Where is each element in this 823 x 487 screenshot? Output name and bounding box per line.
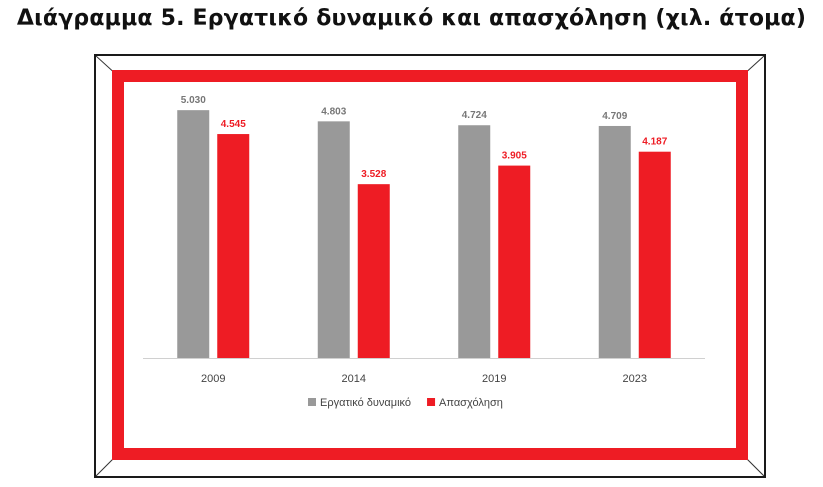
bar-labor-force-2023 bbox=[598, 125, 631, 358]
chart-frame: 5.030 4.545 2009 4.803 3.528 2014 4.724 3.905 20… bbox=[94, 54, 766, 478]
legend-label-labor-force: Εργατικό δυναμικό bbox=[320, 397, 411, 409]
data-label-employment-2014: 3.528 bbox=[361, 169, 386, 180]
bar-chart: 5.030 4.545 2009 4.803 3.528 2014 4.724 3.905 20… bbox=[96, 56, 764, 476]
legend-swatch-employment bbox=[427, 398, 436, 406]
legend-swatch-labor-force bbox=[308, 398, 316, 406]
red-border bbox=[112, 70, 748, 460]
chart-title: Διάγραμμα 5. Εργατικό δυναμικό και απασχ… bbox=[16, 6, 807, 31]
data-label-labor-force-2009: 5.030 bbox=[181, 95, 206, 106]
x-tick-label-2014: 2014 bbox=[342, 373, 366, 385]
data-label-employment-2019: 3.905 bbox=[502, 151, 527, 162]
x-tick-label-2019: 2019 bbox=[482, 373, 506, 385]
x-tick-label-2009: 2009 bbox=[201, 373, 225, 385]
bar-employment-2009 bbox=[217, 134, 250, 358]
legend-label-employment: Απασχόληση bbox=[439, 397, 503, 409]
data-label-employment-2023: 4.187 bbox=[642, 137, 667, 148]
bar-employment-2023 bbox=[638, 151, 671, 358]
legend: Εργατικό δυναμικό Απασχόληση bbox=[308, 397, 503, 409]
bar-labor-force-2019 bbox=[458, 125, 491, 359]
x-tick-label-2023: 2023 bbox=[623, 373, 647, 385]
data-label-labor-force-2019: 4.724 bbox=[462, 110, 487, 121]
bar-labor-force-2009 bbox=[177, 110, 210, 359]
bar-employment-2014 bbox=[357, 184, 390, 358]
data-label-employment-2009: 4.545 bbox=[221, 119, 246, 130]
data-label-labor-force-2023: 4.709 bbox=[602, 111, 627, 122]
bar-employment-2019 bbox=[498, 165, 531, 358]
data-label-labor-force-2014: 4.803 bbox=[321, 106, 346, 117]
bar-labor-force-2014 bbox=[317, 121, 350, 358]
